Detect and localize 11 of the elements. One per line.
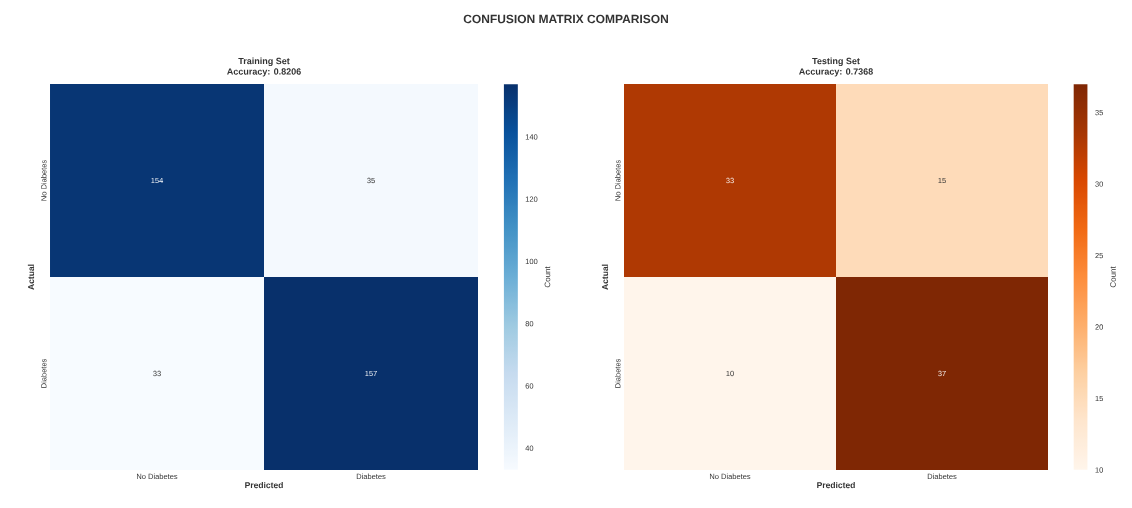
chart-subtitle: Accuracy: 0.7368 [799, 68, 873, 77]
y-axis-title: Actual [601, 264, 609, 290]
text: CONFUSION MATRIX COMPARISON [463, 14, 668, 24]
chart-title: Training Set [238, 57, 290, 67]
x-axis-title: Predicted [817, 481, 855, 489]
chart-subtitle: Accuracy: 0.8206 [227, 68, 301, 77]
color-bar-title: Count [1110, 266, 1116, 288]
chart-title: Testing Set [812, 57, 860, 67]
y-axis-title: Actual [27, 264, 35, 290]
color-bar-title: Count [544, 266, 551, 288]
x-axis-title: Predicted [245, 481, 283, 489]
